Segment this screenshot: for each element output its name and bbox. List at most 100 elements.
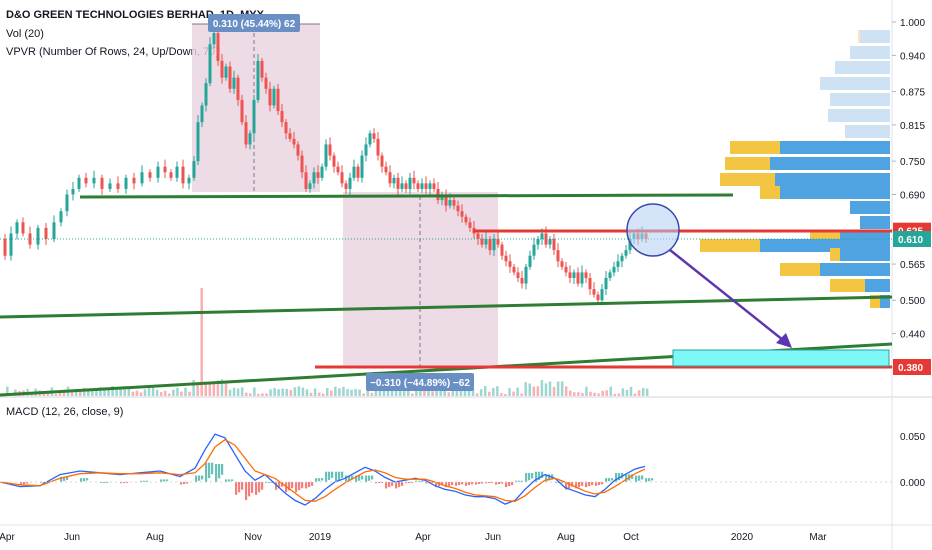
volume-bar [6,386,9,396]
volume-bar [135,390,139,396]
macd-hist-bar [103,482,106,483]
macd-hist-bar [408,482,411,484]
macd-hist-bar [405,482,408,484]
candle-body [428,183,432,189]
time-tick-label: 2019 [309,532,332,543]
volume-bar [621,388,625,396]
volume-bar [269,389,272,396]
volume-bar [83,387,86,396]
vp-row-down [835,61,890,74]
volume-bar [427,386,430,396]
volume-bar [459,386,463,396]
volume-bar [232,387,236,396]
macd-hist-bar [180,482,183,485]
projection-arrow[interactable] [669,249,789,345]
time-tick-label: Apr [0,532,15,543]
macd-hist-bar [238,482,241,493]
volume-legend[interactable]: Vol (20) [6,28,44,40]
macd-hist-bar [83,478,86,482]
volume-bar [370,392,374,396]
candle-body [163,166,167,173]
macd-hist-bar [625,474,628,482]
macd-hist-bar [361,475,364,480]
candle-body [404,183,408,189]
macd-hist-bar [305,482,308,489]
volume-bar [123,386,126,396]
macd-legend[interactable]: MACD (12, 26, close, 9) [6,406,124,418]
volume-bar [164,390,167,396]
support-line-middle[interactable] [0,295,893,319]
time-tick-label: Jun [485,532,501,543]
candle-body [316,172,320,178]
volume-bar [168,393,171,396]
macd-hist-bar [475,482,478,485]
volume-bar [629,386,633,396]
volume-bar [455,386,459,396]
decline-label: −0.310 (−44.89%) −62 [370,378,470,389]
macd-hist-bar [631,474,634,479]
macd-hist-bar [348,475,351,481]
macd-hist-bar [365,475,368,482]
vp-row-down [820,263,890,276]
candle-body [148,172,152,178]
candle-body [504,255,508,262]
volume-bar [601,390,604,396]
candle-body [412,177,416,184]
macd-axis[interactable]: 0.050 0.000 [900,432,925,489]
macd-hist-bar [595,482,598,486]
macd-hist-bar [291,482,294,489]
macd-hist-bar [505,482,508,488]
macd-hist-bar [451,482,454,486]
macd-hist-bar [421,480,424,482]
candle-body [572,272,576,278]
support-line-upper[interactable] [79,193,734,199]
price-axis[interactable]: 1.0000.9400.8750.8150.7500.6900.6250.565… [892,18,925,374]
volume-bar [398,386,402,396]
target-box[interactable] [672,349,890,367]
candle-body [216,33,220,61]
candle-body [196,122,200,162]
macd-hist-bar [465,482,468,486]
macd-hist-bar [531,472,534,479]
focus-circle[interactable] [626,203,680,257]
volume-bar [524,382,527,396]
vp-row-down [780,186,890,199]
candle-body [396,177,400,189]
macd-tick-label: 0.050 [900,432,925,443]
macd-hist-bar [565,482,568,490]
macd-hist-bar [605,478,608,482]
vp-row-down [840,248,890,261]
candle-body [568,272,572,278]
candle-body [175,166,179,178]
volume-bar [613,393,617,396]
candle-body [44,227,48,240]
vpvr-legend[interactable]: VPVR (Number Of Rows, 24, Up/Down, 70) [6,46,219,58]
candle-body [356,166,360,178]
volume-bar [220,379,224,396]
volume-bar [95,389,98,396]
candle-body [240,99,244,123]
macd-hist-bar [468,482,471,486]
vp-row-up [760,186,780,199]
macd-hist-bar [385,482,388,489]
volume-bar [492,387,495,396]
candle-body [520,277,524,284]
macd-hist-bar [123,482,126,484]
volume-bar [516,387,519,396]
candle-body [300,155,304,173]
volume-bar [342,386,345,396]
candle-body [624,250,628,256]
volume-bar [46,392,50,396]
volume-bar [589,391,592,396]
candle-body [15,222,19,234]
volume-bar [301,387,305,396]
candle-body [548,239,552,245]
candle-body [452,200,456,206]
macd-hist-bar [301,482,304,489]
macd-tick-label: 0.000 [900,478,925,489]
volume-bar [573,392,576,396]
time-axis[interactable]: Apr Jun Aug Nov 2019 Apr Jun Aug Oct 2020 Mar [0,532,827,543]
price-tag-label: 0.380 [898,363,923,374]
macd-hist-bar [495,482,498,485]
